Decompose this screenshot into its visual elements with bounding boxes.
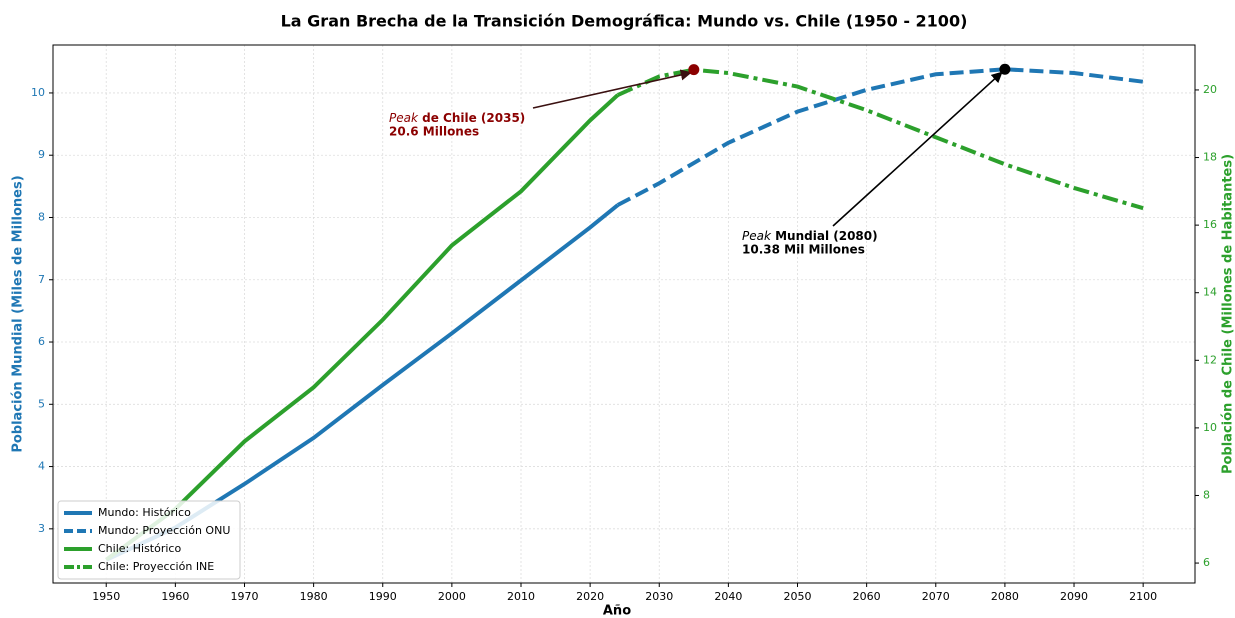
peak-marker xyxy=(688,64,700,76)
x-tick-label: 2000 xyxy=(438,590,466,603)
y-tick-label: 3 xyxy=(38,522,45,535)
legend-box xyxy=(57,500,241,580)
y-tick-label: 5 xyxy=(38,397,45,410)
x-tick-label: 1950 xyxy=(92,590,120,603)
legend: Mundo: Histórico Mundo: Proyección ONU Chi… xyxy=(57,500,241,580)
annotation-prefix: Peak xyxy=(389,111,419,125)
x-tick-label: 2090 xyxy=(1060,590,1088,603)
x-tick-label: 1970 xyxy=(230,590,258,603)
annotation-label: Mundial (2080) xyxy=(775,229,878,243)
legend-label: Chile: Proyección INE xyxy=(98,560,214,573)
x-tick-label: 2030 xyxy=(645,590,673,603)
y-tick-label: 8 xyxy=(38,210,45,223)
annotation-text: Peak Mundial (2080) xyxy=(742,229,878,243)
chart-title: La Gran Brecha de la Transición Demográf… xyxy=(281,12,968,31)
y2-tick-label: 8 xyxy=(1203,488,1210,501)
x-axis-label: Año xyxy=(603,604,631,618)
annotation-arrow xyxy=(832,71,1003,227)
y-axis-label: Población Mundial (Miles de Millones) xyxy=(11,175,26,452)
x-tick-label: 1980 xyxy=(300,590,328,603)
y-tick-label: 10 xyxy=(31,86,45,99)
annotation-value: 20.6 Millones xyxy=(389,125,479,139)
x-tick-label: 2010 xyxy=(507,590,535,603)
y2-tick-label: 10 xyxy=(1203,421,1217,434)
y-tick-label: 7 xyxy=(38,273,45,286)
y2-tick-label: 14 xyxy=(1203,286,1217,299)
peak-marker xyxy=(999,63,1011,75)
annotation-text: Peak de Chile (2035) xyxy=(389,111,525,125)
x-tick-label: 2060 xyxy=(853,590,881,603)
annotation-prefix: Peak xyxy=(742,229,772,243)
y2-tick-label: 12 xyxy=(1203,353,1217,366)
annotation-value: 10.38 Mil Millones xyxy=(742,243,865,257)
x-tick-label: 2100 xyxy=(1129,590,1157,603)
x-tick-label: 1990 xyxy=(369,590,397,603)
grid: 1950 1960 1970 1980 1990 2000 2010 2020 2030 2040… xyxy=(31,45,1217,603)
x-tick-label: 2020 xyxy=(576,590,604,603)
y2-tick-label: 6 xyxy=(1203,556,1210,569)
y2-tick-label: 16 xyxy=(1203,218,1217,231)
y-tick-label: 4 xyxy=(38,460,45,473)
plot-frame xyxy=(52,44,1196,584)
x-tick-label: 2040 xyxy=(714,590,742,603)
series-line xyxy=(105,93,620,562)
series-line xyxy=(616,67,1144,211)
x-tick-label: 2080 xyxy=(991,590,1019,603)
y-tick-label: 6 xyxy=(38,335,45,348)
x-tick-label: 1960 xyxy=(161,590,189,603)
plot-area xyxy=(105,67,1144,562)
x-tick-label: 2070 xyxy=(922,590,950,603)
y2-axis-label: Población de Chile (Millones de Habitant… xyxy=(1221,154,1235,474)
legend-label: Mundo: Histórico xyxy=(98,506,191,519)
annotation-label: de Chile (2035) xyxy=(422,111,525,125)
y2-tick-label: 18 xyxy=(1203,151,1217,164)
x-tick-label: 2050 xyxy=(784,590,812,603)
series-line xyxy=(616,67,1144,207)
legend-label: Mundo: Proyección ONU xyxy=(98,524,230,537)
y-tick-label: 9 xyxy=(38,148,45,161)
legend-label: Chile: Histórico xyxy=(98,542,181,555)
annotation-arrow xyxy=(532,69,692,109)
y2-tick-label: 20 xyxy=(1203,83,1217,96)
